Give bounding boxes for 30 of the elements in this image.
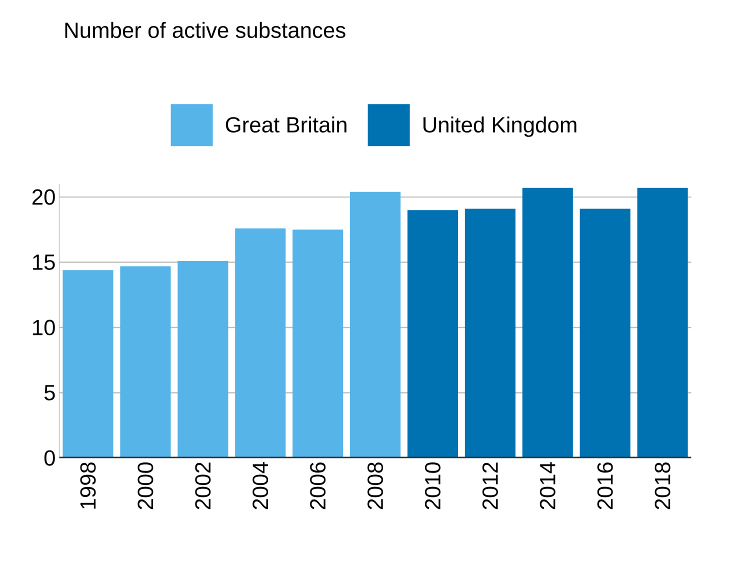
bar: [522, 188, 573, 458]
bar: [120, 266, 171, 458]
x-tick-label: 2000: [138, 462, 154, 510]
y-tick-label: 5: [44, 385, 55, 400]
bar: [580, 208, 630, 458]
x-tick-label: 2018: [654, 462, 670, 510]
x-tick-label: 2002: [195, 462, 211, 510]
chart-title: Number of active substances: [65, 22, 346, 38]
bar: [350, 192, 401, 458]
legend-label: United Kingdom: [423, 116, 576, 137]
y-tick-label: 10: [33, 320, 55, 336]
bar: [235, 228, 286, 458]
x-tick-label: 2010: [424, 462, 440, 510]
x-tick-label: 1998: [80, 462, 96, 509]
x-tick-label: 2012: [482, 462, 498, 510]
legend-label: Great Britain: [226, 116, 346, 133]
bar: [637, 188, 688, 458]
y-tick-label: 15: [33, 254, 55, 270]
bar: [62, 270, 114, 458]
x-tick-label: 2016: [597, 462, 613, 510]
y-tick-label: 20: [32, 189, 55, 205]
x-tick-label: 2006: [310, 462, 326, 510]
bar: [464, 208, 516, 458]
x-tick-label: 2004: [252, 462, 268, 510]
bar: [407, 210, 458, 458]
bar: [292, 230, 344, 458]
bar: [178, 260, 228, 458]
y-tick-label: 0: [44, 450, 55, 466]
x-tick-label: 2008: [368, 462, 384, 510]
x-tick-label: 2014: [540, 462, 556, 510]
